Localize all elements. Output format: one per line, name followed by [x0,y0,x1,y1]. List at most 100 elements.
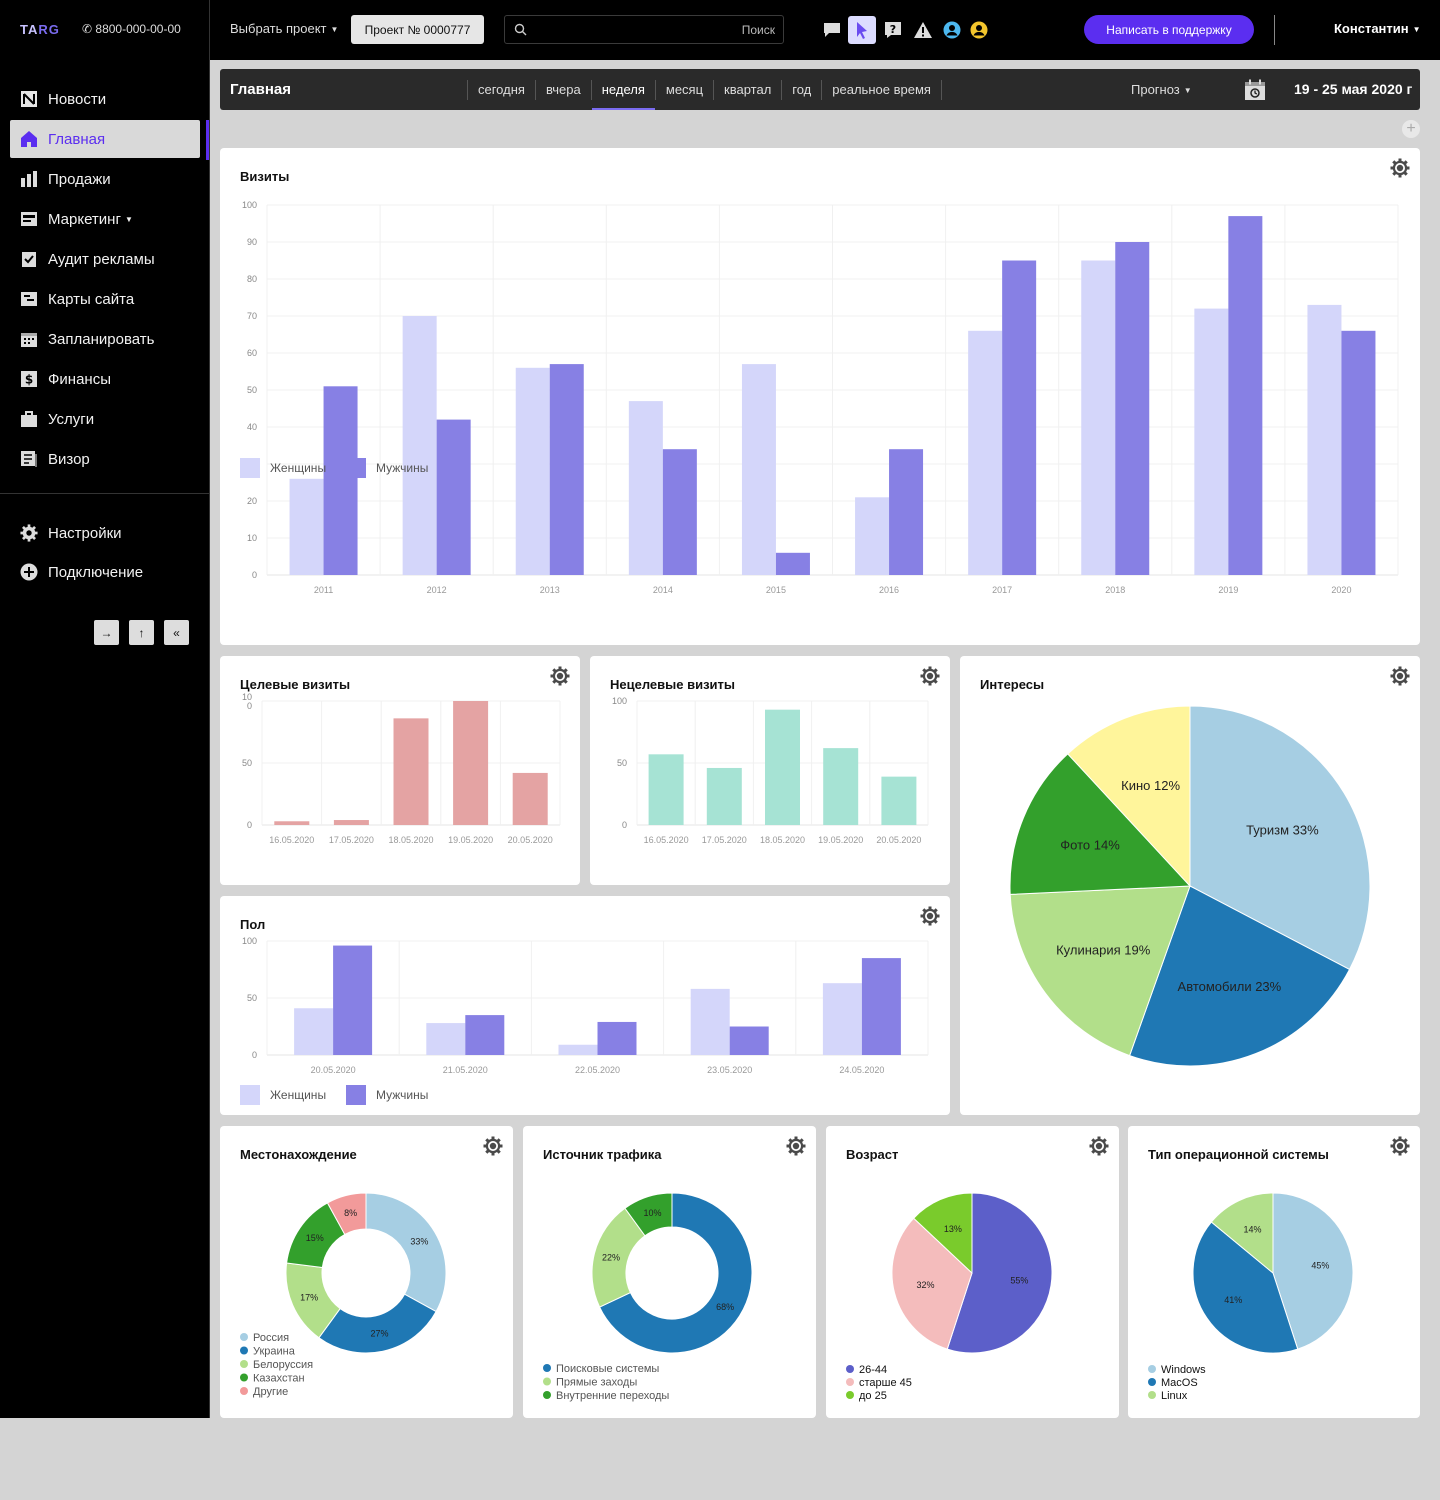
gear-icon[interactable] [1390,158,1410,178]
gender-card: Пол 0 50 100 20.05.2020 21.05.2020 22.05.2020… [220,896,950,1115]
sidebar-item-settings[interactable]: Настройки [10,514,200,552]
pie-slice [1067,705,1191,888]
y-tick-label: 50 [247,993,257,1003]
legend-dot [543,1364,551,1372]
bar [512,772,548,825]
sidebar-item-home[interactable]: Главная [10,120,200,158]
collapse-sidebar-button[interactable]: « [164,620,189,645]
bar [822,983,862,1055]
forecast-dropdown[interactable]: Прогноз ▼ [1131,82,1192,97]
pie-slice [1128,885,1351,1067]
svg-text:$: $ [25,373,33,387]
bar [648,754,684,825]
bar [1081,260,1116,575]
slice-label: 13% [944,1224,962,1234]
calendar-icon [20,330,38,348]
cursor-icon[interactable] [848,16,876,44]
legend-label: Женщины [270,1088,326,1102]
y-tick-label: 80 [247,274,257,284]
gear-hub [792,1142,800,1150]
gear-hub [556,672,564,680]
project-select[interactable]: Выбрать проект ▼ [230,21,338,36]
gear-icon[interactable] [1390,1136,1410,1156]
bar [323,386,358,575]
legend-dot [846,1391,854,1399]
sidebar-item-connect[interactable]: Подключение [10,553,200,591]
sidebar-item-label: Услуги [48,410,95,428]
bar [741,364,776,575]
slice-label: 41% [1224,1295,1242,1305]
user-menu[interactable]: Константин ▼ [1334,21,1421,36]
visits-card: Визиты 010203040506070809010020112012201… [220,148,1420,645]
x-tick-label: 18.05.2020 [760,835,805,845]
sidebar-item-sitemap[interactable]: Карты сайта [10,280,200,318]
tab-divider [713,79,715,100]
gear-icon[interactable] [483,1136,503,1156]
sidebar-item-sales[interactable]: Продажи [10,160,200,198]
tab-quarter[interactable]: квартал [724,82,772,97]
services-icon [20,410,38,428]
user-blue-icon[interactable] [938,16,966,44]
phone-number[interactable]: ✆ 8800-000-00-00 [82,22,181,36]
page-title: Главная [230,81,292,98]
gear-icon[interactable] [1390,666,1410,686]
gear-hub [1396,164,1404,172]
legend-label: 26-44 [859,1364,887,1376]
x-tick-label: 19.05.2020 [448,835,493,845]
date-range[interactable]: 19 - 25 мая 2020 г [1294,81,1413,97]
search-box[interactable] [504,15,784,44]
warning-icon[interactable] [909,16,937,44]
sidebar-item-label: Подключение [48,563,144,581]
location-card: Местонахождение 33% 27% 17% 15% 8% Россия Укра… [220,1126,513,1418]
arrow-right-button[interactable]: → [94,620,119,645]
gear-icon[interactable] [786,1136,806,1156]
visits-chart: 0102030405060708090100201120122013201420… [240,200,1399,595]
nontarget-visits-chart: 0 50 100 16.05.2020 17.05.2020 18.05.2020 19.0… [612,696,929,845]
x-tick-label: 2018 [1105,585,1125,595]
sidebar-item-finance[interactable]: $ Финансы [10,360,200,398]
arrow-up-button[interactable]: ↑ [129,620,154,645]
sidebar-item-audit[interactable]: Аудит рекламы [10,240,200,278]
add-widget-button[interactable]: + [1402,120,1420,138]
slice-label: 17% [300,1293,318,1303]
y-tick-label: 0 [247,701,252,711]
sidebar-item-marketing[interactable]: Маркетинг ▼ [10,200,200,238]
tab-week[interactable]: неделя [591,69,656,110]
sidebar-item-label: Продажи [48,170,111,188]
gear-icon[interactable] [920,666,940,686]
gear-icon[interactable] [920,906,940,926]
bar [881,776,917,825]
sidebar-item-schedule[interactable]: Запланировать [10,320,200,358]
x-tick-label: 2012 [427,585,447,595]
tab-realtime[interactable]: реальное время [832,82,931,97]
support-button[interactable]: Написать в поддержку [1084,15,1254,44]
calendar-icon[interactable] [1244,79,1266,101]
legend-label: Мужчины [376,1088,428,1102]
sidebar-item-visor[interactable]: Визор [10,440,200,478]
chat-icon[interactable] [818,16,846,44]
bar [861,958,901,1055]
help-icon[interactable]: ? [879,16,907,44]
pie-slice [326,1192,367,1236]
user-yellow-icon[interactable] [965,16,993,44]
sidebar-item-label: Маркетинг [48,210,121,228]
tab-year[interactable]: год [792,82,812,97]
tab-month[interactable]: месяц [665,82,704,97]
project-number-button[interactable]: Проект № 0000777 [351,15,484,44]
logo[interactable]: TARG [20,22,60,37]
bar [558,1044,598,1055]
gear-icon[interactable] [550,666,570,686]
gear-icon[interactable] [1089,1136,1109,1156]
search-input[interactable] [535,20,775,40]
sidebar-item-news[interactable]: Новости [10,80,200,118]
sidebar-item-services[interactable]: Услуги [10,400,200,438]
tab-today[interactable]: сегодня [478,82,525,97]
pie-slice [1009,753,1192,895]
bar [729,1026,769,1055]
y-tick-label: 70 [247,311,257,321]
tab-yesterday[interactable]: вчера [545,82,581,97]
bar [294,1008,334,1055]
sidebar-item-label: Главная [48,130,106,148]
